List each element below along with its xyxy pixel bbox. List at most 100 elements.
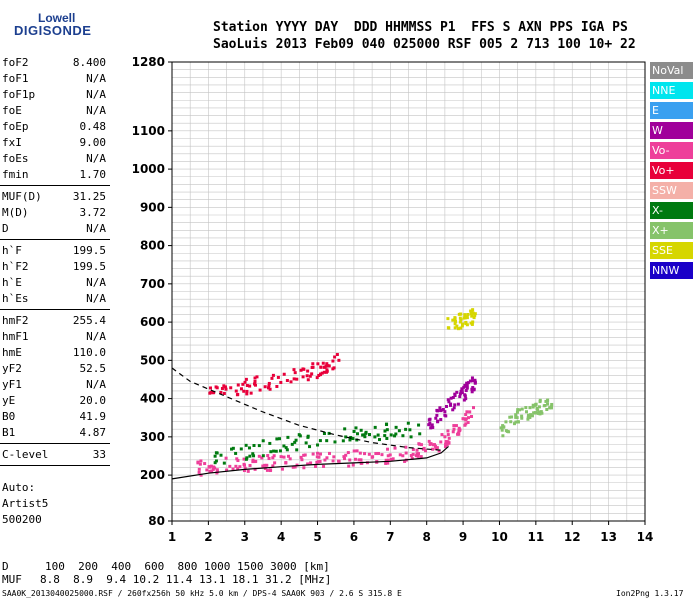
scatter-point [210, 469, 214, 473]
scatter-point [279, 455, 283, 459]
scatter-point [222, 384, 226, 388]
scatter-point [451, 318, 455, 322]
scatter-point [393, 446, 397, 450]
scatter-point [246, 469, 250, 473]
scatter-point [291, 465, 295, 469]
scatter-point [460, 387, 464, 391]
scatter-point [362, 433, 366, 437]
scatter-point [288, 457, 292, 461]
scatter-point [451, 408, 455, 412]
scatter-point [234, 389, 238, 393]
scatter-point [337, 358, 341, 362]
scatter-point [203, 462, 207, 466]
param-value: 9.00 [79, 136, 107, 149]
scatter-point [295, 448, 299, 452]
scatter-point [207, 465, 211, 469]
x-tick-label: 8 [423, 530, 431, 544]
legend-item: SSE [650, 242, 693, 259]
scatter-point [304, 441, 308, 445]
scatter-point [389, 433, 393, 437]
param-row: h`F2 199.5 [2, 260, 106, 274]
scatter-point [473, 378, 477, 382]
scatter-point [253, 460, 257, 464]
scatter-point [428, 417, 432, 421]
param-value: 20.0 [79, 394, 107, 407]
scatter-point [410, 456, 414, 460]
scatter-point [234, 464, 238, 468]
scatter-point [453, 322, 457, 326]
scatter-point [499, 426, 503, 430]
scatter-point [355, 432, 359, 436]
scatter-point [251, 458, 255, 462]
scatter-point [465, 410, 469, 414]
param-row: fxI 9.00 [2, 136, 106, 150]
scatter-point [311, 452, 315, 456]
scatter-point [466, 381, 470, 385]
scatter-point [526, 417, 530, 421]
scatter-point [267, 386, 271, 390]
scatter-point [501, 434, 505, 438]
scatter-point [465, 386, 469, 390]
param-value: N/A [86, 276, 106, 289]
scatter-point [306, 462, 310, 466]
scatter-point [276, 375, 280, 379]
legend-item: Vo+ [650, 162, 693, 179]
scatter-point [247, 446, 251, 450]
scatter-point [319, 365, 323, 369]
scatter-point [244, 443, 248, 447]
scatter-point [197, 467, 201, 471]
scatter-point [440, 433, 444, 437]
scatter-point [549, 405, 553, 409]
x-tick-label: 4 [277, 530, 285, 544]
scatter-point [344, 435, 348, 439]
scatter-point [470, 390, 474, 394]
param-row: h`Es N/A [2, 292, 106, 306]
scatter-point [348, 458, 352, 462]
logo-product: DIGISONDE [14, 23, 92, 38]
scatter-point [528, 406, 532, 410]
scatter-point [514, 413, 518, 417]
scatter-point [257, 454, 261, 458]
scatter-point [363, 452, 367, 456]
x-tick-label: 5 [313, 530, 321, 544]
scatter-point [512, 422, 516, 426]
scatter-point [316, 362, 320, 366]
scatter-point [253, 376, 257, 380]
scatter-point [248, 463, 252, 467]
scatter-point [535, 406, 539, 410]
scatter-point [447, 441, 451, 445]
param-name: foF1p [2, 88, 36, 101]
param-row: hmF1 N/A [2, 330, 106, 344]
scatter-point [444, 404, 448, 408]
x-tick-label: 7 [386, 530, 394, 544]
scatter-point [351, 463, 355, 467]
scatter-point [318, 439, 322, 443]
scatter-point [265, 463, 269, 467]
scatter-point [464, 418, 468, 422]
scatter-point [529, 413, 533, 417]
scatter-point [360, 461, 364, 465]
scatter-point [464, 389, 468, 393]
scatter-point [466, 313, 470, 317]
param-separator [0, 443, 110, 444]
footer-d-values: 100 200 400 600 800 1000 1500 3000 [km] [45, 560, 330, 573]
scatter-point [469, 309, 473, 313]
param-name: hmF1 [2, 330, 29, 343]
scatter-point [444, 443, 448, 447]
scatter-point [510, 415, 514, 419]
scatter-point [464, 397, 468, 401]
scatter-point [386, 461, 390, 465]
scatter-point [248, 454, 252, 458]
legend-item: NoVal [650, 62, 693, 79]
scatter-point [462, 385, 466, 389]
scatter-point [471, 320, 475, 324]
scatter-point [300, 458, 304, 462]
scatter-point [509, 420, 513, 424]
scatter-point [530, 414, 534, 418]
scatter-point [215, 468, 219, 472]
param-name: C-level [2, 448, 49, 461]
param-row: hmE 110.0 [2, 346, 106, 360]
param-value: 1.70 [79, 168, 107, 181]
param-row: D N/A [2, 222, 106, 236]
